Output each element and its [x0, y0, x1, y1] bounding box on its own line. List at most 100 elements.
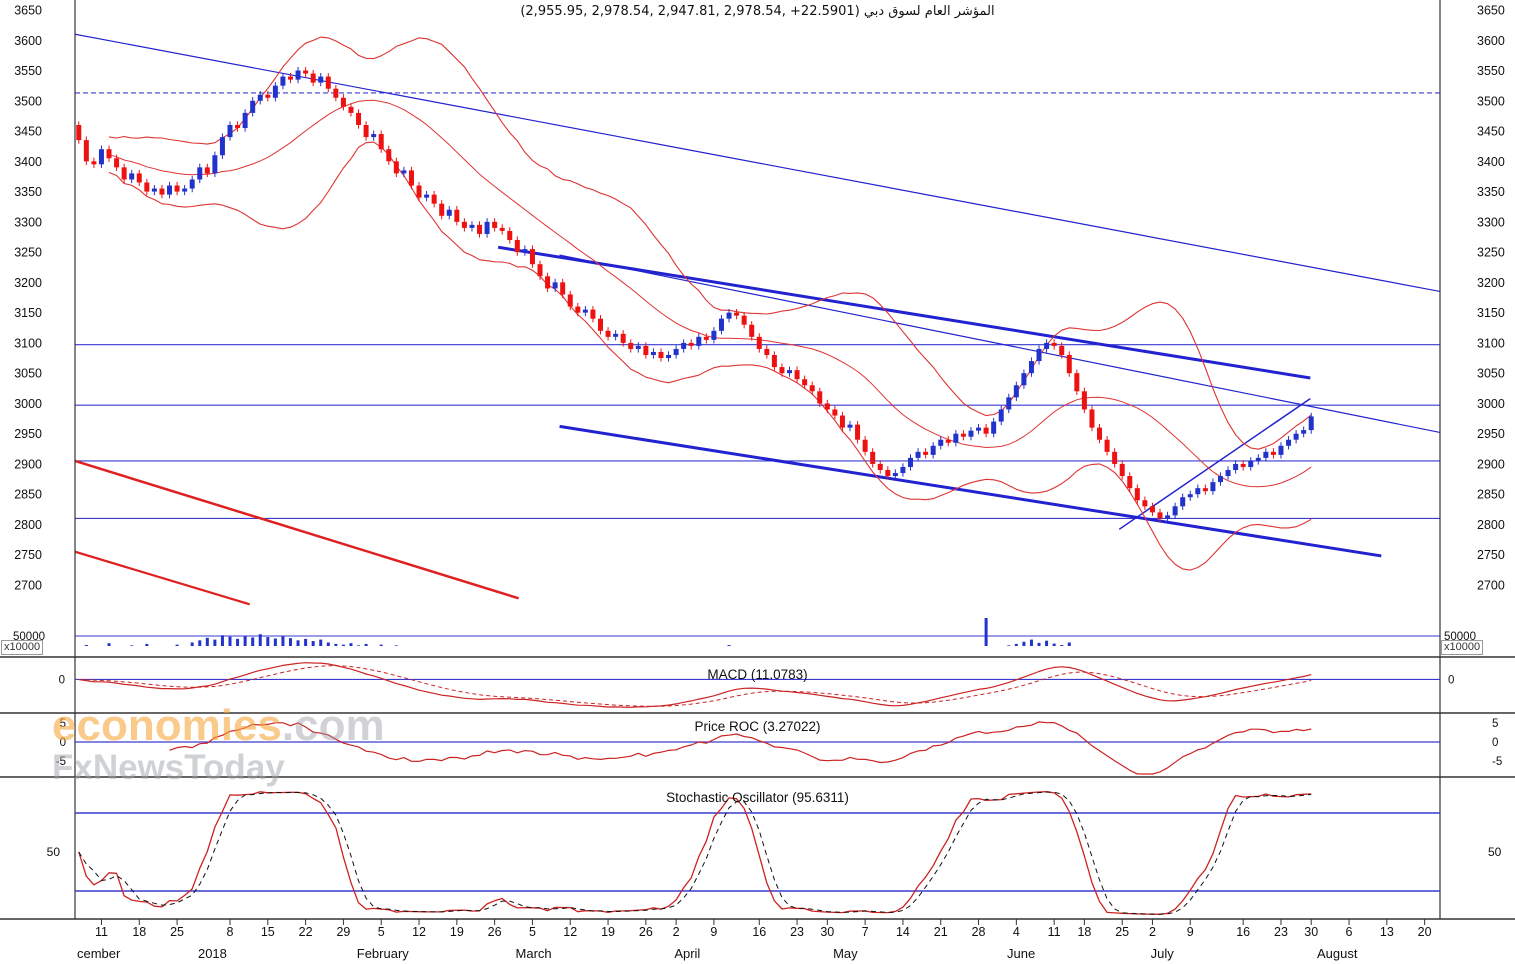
svg-text:-5: -5: [56, 756, 66, 768]
svg-text:cember: cember: [77, 946, 121, 961]
svg-text:2950: 2950: [1477, 427, 1505, 441]
svg-text:6: 6: [1346, 925, 1353, 939]
svg-text:16: 16: [752, 925, 766, 939]
svg-text:30: 30: [820, 925, 834, 939]
svg-text:3350: 3350: [1477, 185, 1505, 199]
svg-text:5: 5: [378, 925, 385, 939]
svg-text:9: 9: [1187, 925, 1194, 939]
svg-text:3550: 3550: [14, 64, 42, 78]
svg-text:July: July: [1151, 946, 1175, 961]
svg-text:21: 21: [934, 925, 948, 939]
svg-text:18: 18: [1077, 925, 1091, 939]
svg-text:3450: 3450: [14, 125, 42, 139]
svg-text:2900: 2900: [1477, 457, 1505, 471]
svg-text:3000: 3000: [14, 397, 42, 411]
svg-text:2700: 2700: [1477, 578, 1505, 592]
svg-text:-5: -5: [1492, 756, 1502, 768]
svg-text:2750: 2750: [1477, 548, 1505, 562]
svg-text:3400: 3400: [1477, 155, 1505, 169]
svg-text:7: 7: [862, 925, 869, 939]
svg-text:19: 19: [450, 925, 464, 939]
svg-text:26: 26: [488, 925, 502, 939]
svg-text:2800: 2800: [1477, 518, 1505, 532]
svg-text:August: August: [1317, 946, 1358, 961]
svg-text:0: 0: [1448, 674, 1454, 686]
svg-text:0: 0: [60, 737, 66, 749]
svg-text:29: 29: [336, 925, 350, 939]
svg-text:3650: 3650: [1477, 4, 1505, 18]
svg-text:50: 50: [1488, 845, 1502, 859]
svg-text:3550: 3550: [1477, 64, 1505, 78]
svg-text:3100: 3100: [14, 336, 42, 350]
svg-text:2900: 2900: [14, 457, 42, 471]
svg-text:0: 0: [1492, 737, 1498, 749]
svg-text:3200: 3200: [14, 276, 42, 290]
svg-text:2: 2: [673, 925, 680, 939]
svg-text:50: 50: [47, 845, 61, 859]
svg-text:23: 23: [1274, 925, 1288, 939]
svg-text:3250: 3250: [14, 246, 42, 260]
svg-text:16: 16: [1236, 925, 1250, 939]
svg-text:2950: 2950: [14, 427, 42, 441]
svg-text:25: 25: [1115, 925, 1129, 939]
svg-text:0: 0: [59, 674, 65, 686]
svg-text:20: 20: [1418, 925, 1432, 939]
svg-text:3300: 3300: [1477, 215, 1505, 229]
svg-text:5: 5: [529, 925, 536, 939]
svg-text:3150: 3150: [1477, 306, 1505, 320]
svg-text:3050: 3050: [1477, 367, 1505, 381]
svg-text:3600: 3600: [14, 34, 42, 48]
svg-text:2850: 2850: [1477, 488, 1505, 502]
svg-text:5: 5: [1492, 718, 1498, 730]
svg-text:11: 11: [95, 925, 108, 939]
svg-text:50000: 50000: [1444, 631, 1476, 643]
svg-text:30: 30: [1304, 925, 1318, 939]
svg-text:3300: 3300: [14, 215, 42, 229]
svg-text:June: June: [1007, 946, 1035, 961]
svg-text:25: 25: [170, 925, 184, 939]
svg-text:19: 19: [601, 925, 615, 939]
svg-text:11: 11: [1048, 925, 1061, 939]
svg-text:26: 26: [639, 925, 653, 939]
svg-text:5: 5: [60, 718, 66, 730]
svg-text:3500: 3500: [14, 94, 42, 108]
svg-text:23: 23: [790, 925, 804, 939]
svg-text:3050: 3050: [14, 367, 42, 381]
svg-text:12: 12: [563, 925, 577, 939]
svg-text:9: 9: [710, 925, 717, 939]
svg-text:3200: 3200: [1477, 276, 1505, 290]
svg-text:2800: 2800: [14, 518, 42, 532]
svg-text:12: 12: [412, 925, 426, 939]
svg-text:14: 14: [896, 925, 910, 939]
main-pane-layer: [75, 33, 1440, 646]
svg-text:3150: 3150: [14, 306, 42, 320]
svg-text:May: May: [833, 946, 858, 961]
svg-text:3450: 3450: [1477, 125, 1505, 139]
svg-text:13: 13: [1380, 925, 1394, 939]
svg-text:March: March: [516, 946, 552, 961]
svg-text:15: 15: [261, 925, 275, 939]
svg-text:4: 4: [1013, 925, 1020, 939]
svg-text:2018: 2018: [198, 946, 227, 961]
svg-text:28: 28: [972, 925, 986, 939]
svg-text:2700: 2700: [14, 578, 42, 592]
svg-text:18: 18: [132, 925, 146, 939]
svg-text:22: 22: [299, 925, 313, 939]
svg-text:2: 2: [1149, 925, 1156, 939]
svg-text:3600: 3600: [1477, 34, 1505, 48]
svg-text:3000: 3000: [1477, 397, 1505, 411]
svg-text:3500: 3500: [1477, 94, 1505, 108]
svg-text:8: 8: [227, 925, 234, 939]
svg-text:3650: 3650: [14, 4, 42, 18]
svg-text:3350: 3350: [14, 185, 42, 199]
svg-text:2850: 2850: [14, 488, 42, 502]
svg-text:February: February: [357, 946, 410, 961]
svg-text:3250: 3250: [1477, 246, 1505, 260]
svg-text:50000: 50000: [13, 631, 45, 643]
svg-text:3400: 3400: [14, 155, 42, 169]
svg-text:2750: 2750: [14, 548, 42, 562]
svg-text:April: April: [674, 946, 700, 961]
svg-text:3100: 3100: [1477, 336, 1505, 350]
